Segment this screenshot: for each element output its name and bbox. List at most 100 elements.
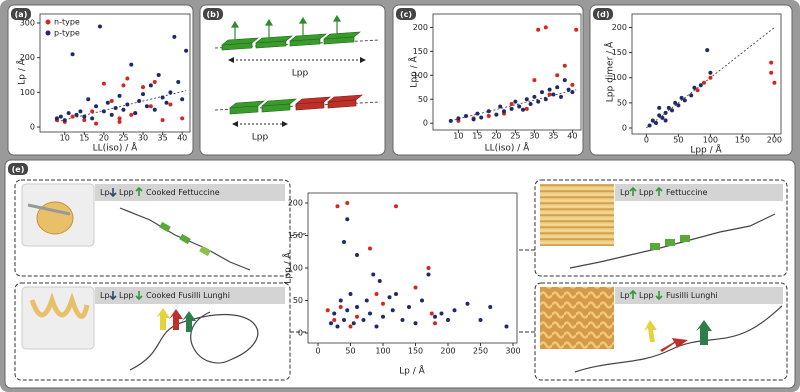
panel-b xyxy=(199,4,386,156)
data-point xyxy=(524,97,529,102)
data-point xyxy=(448,118,453,123)
data-point xyxy=(547,92,552,97)
data-point xyxy=(141,92,146,97)
data-point xyxy=(97,24,102,29)
data-point xyxy=(121,83,126,88)
data-point xyxy=(338,305,343,309)
panel-label-bg xyxy=(203,8,223,20)
data-point xyxy=(394,292,398,296)
x-tick-label: 200 xyxy=(440,347,455,356)
card-photo xyxy=(21,286,95,350)
data-point xyxy=(129,62,134,67)
y-tick-label: 100 xyxy=(413,71,428,80)
data-point xyxy=(129,112,134,117)
data-point xyxy=(772,80,777,85)
data-point xyxy=(109,112,114,117)
data-point xyxy=(361,318,366,322)
card-lp: Lp xyxy=(620,291,630,300)
data-point xyxy=(673,100,678,105)
plot-frame xyxy=(39,13,191,133)
data-point xyxy=(488,305,493,309)
y-tick-label: 50 xyxy=(293,296,303,305)
data-point xyxy=(705,48,710,53)
data-point xyxy=(377,279,382,283)
card-photo xyxy=(540,287,614,349)
card-lpp: Lpp xyxy=(639,188,654,197)
trend-arrows xyxy=(109,186,663,301)
data-point xyxy=(141,85,146,90)
panel-label: (a) xyxy=(15,10,28,19)
data-point xyxy=(708,70,713,75)
data-point xyxy=(105,100,110,105)
y-axis-label: Lpp / Å xyxy=(282,251,294,283)
data-point xyxy=(90,109,95,114)
data-point xyxy=(555,73,560,78)
data-point xyxy=(439,311,444,316)
legend-label: p-type xyxy=(54,29,80,38)
data-point xyxy=(650,118,655,123)
data-point xyxy=(176,79,181,84)
data-point xyxy=(446,318,450,322)
arrow-head xyxy=(360,57,366,63)
x-tick-label: 250 xyxy=(473,347,488,356)
arrow-down xyxy=(655,291,663,301)
data-point xyxy=(381,301,385,306)
data-point xyxy=(660,115,665,120)
data-point xyxy=(682,98,687,103)
data-point xyxy=(390,308,395,313)
normals-top xyxy=(230,14,342,40)
x-tick-label: 35 xyxy=(548,132,558,141)
arrow-down xyxy=(109,291,117,301)
data-point xyxy=(654,120,658,125)
card-header xyxy=(615,287,783,304)
segment-icons xyxy=(156,221,712,352)
data-point xyxy=(702,80,706,85)
data-point xyxy=(494,112,499,117)
data-point xyxy=(355,314,359,319)
card-lp: Lp xyxy=(100,291,110,300)
data-point xyxy=(82,118,87,123)
data-point xyxy=(394,204,398,209)
y-tick-label: 0 xyxy=(622,123,627,132)
card-name: Fettuccine xyxy=(666,188,708,197)
x-tick-label: 25 xyxy=(118,134,128,143)
arrow-up xyxy=(135,186,143,196)
card-lpp: Lpp xyxy=(119,291,134,300)
data-point xyxy=(413,321,418,326)
x-axis-label: Lp / Å xyxy=(399,365,425,377)
x-tick-label: 100 xyxy=(703,136,718,145)
data-point xyxy=(54,116,59,121)
data-point xyxy=(90,116,95,121)
data-point xyxy=(676,103,681,108)
data-point xyxy=(663,110,668,115)
data-point xyxy=(562,78,567,83)
y-tick-label: 200 xyxy=(413,23,428,32)
plot-frame xyxy=(631,13,782,135)
arrow-up xyxy=(629,289,637,299)
y-axis-label: Lp / Å xyxy=(16,58,28,84)
data-point xyxy=(168,90,173,95)
x-tick-label: 150 xyxy=(735,136,750,145)
x-tick-label: 10 xyxy=(453,132,463,141)
data-point xyxy=(94,121,99,126)
x-tick-label: 30 xyxy=(138,134,148,143)
data-point xyxy=(133,111,138,116)
data-point xyxy=(70,114,75,119)
data-point xyxy=(769,60,774,65)
data-point xyxy=(168,102,173,107)
data-point xyxy=(657,105,662,110)
data-point xyxy=(543,25,548,30)
data-point xyxy=(532,94,537,99)
x-tick-label: 35 xyxy=(158,134,168,143)
data-point xyxy=(137,99,142,104)
data-point xyxy=(478,318,483,322)
data-point xyxy=(657,113,662,118)
y-axis-label: Lpp / Å xyxy=(408,55,420,87)
data-point xyxy=(670,108,674,113)
card-lpp: Lpp xyxy=(639,291,654,300)
data-point xyxy=(117,119,122,124)
panel-label-bg xyxy=(8,163,28,175)
data-point xyxy=(184,48,189,53)
data-point xyxy=(332,311,337,316)
arrow-down xyxy=(109,188,117,198)
